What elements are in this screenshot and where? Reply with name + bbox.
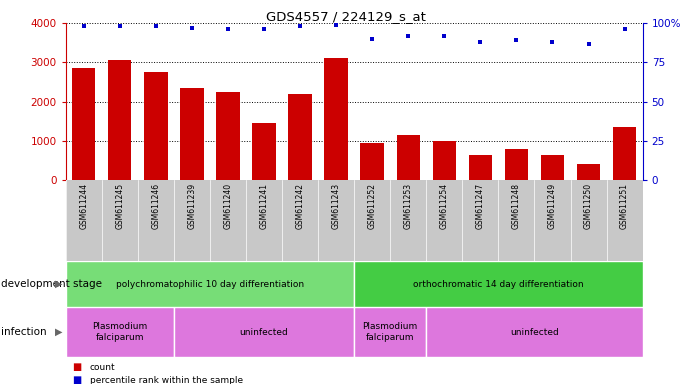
Point [294,23,305,29]
Bar [180,88,204,180]
Text: GSM611254: GSM611254 [439,183,448,229]
Point [547,39,558,45]
Text: count: count [90,363,115,372]
Text: Plasmodium
falciparum: Plasmodium falciparum [363,323,418,342]
Text: ■: ■ [73,362,82,372]
Text: GSM611239: GSM611239 [187,183,196,229]
Text: orthochromatic 14 day differentiation: orthochromatic 14 day differentiation [413,280,584,289]
Text: GSM611240: GSM611240 [223,183,232,229]
Text: ▶: ▶ [55,327,62,337]
Text: ■: ■ [73,375,82,384]
Bar [72,68,95,180]
Text: development stage: development stage [1,279,102,289]
Bar [397,135,420,180]
Text: infection: infection [1,327,47,337]
Bar [144,72,167,180]
Point [114,23,125,29]
Text: percentile rank within the sample: percentile rank within the sample [90,376,243,384]
Point [187,25,198,31]
Bar [541,155,564,180]
Text: GSM611248: GSM611248 [512,183,521,229]
Point [223,26,234,32]
Text: GSM611249: GSM611249 [548,183,557,229]
Text: GSM611245: GSM611245 [115,183,124,229]
Text: GSM611241: GSM611241 [260,183,269,229]
Bar [354,307,426,357]
Point [439,33,450,39]
Bar [324,58,348,180]
Point [78,23,89,29]
Text: Plasmodium
falciparum: Plasmodium falciparum [92,323,147,342]
Bar [361,143,384,180]
Bar [216,92,240,180]
Bar [66,261,354,307]
Point [511,37,522,43]
Text: ▶: ▶ [55,279,62,289]
Bar [504,149,528,180]
Bar [426,307,643,357]
Point [367,36,378,42]
Text: GSM611251: GSM611251 [620,183,629,229]
Bar [577,164,600,180]
Text: GSM611244: GSM611244 [79,183,88,229]
Text: GDS4557 / 224129_s_at: GDS4557 / 224129_s_at [265,10,426,23]
Text: GSM611242: GSM611242 [296,183,305,229]
Bar [613,127,636,180]
Point [258,26,269,32]
Bar [174,307,354,357]
Bar [252,123,276,180]
Point [330,22,341,28]
Bar [288,94,312,180]
Text: GSM611250: GSM611250 [584,183,593,229]
Point [150,23,161,29]
Text: uninfected: uninfected [240,328,288,337]
Bar [108,60,131,180]
Text: GSM611246: GSM611246 [151,183,160,229]
Text: polychromatophilic 10 day differentiation: polychromatophilic 10 day differentiatio… [116,280,304,289]
Bar [433,141,456,180]
Text: GSM611253: GSM611253 [404,183,413,229]
Point [403,33,414,39]
Text: GSM611243: GSM611243 [332,183,341,229]
Text: GSM611252: GSM611252 [368,183,377,229]
Point [475,39,486,45]
Text: GSM611247: GSM611247 [476,183,485,229]
Bar [66,307,174,357]
Point [619,26,630,32]
Point [583,40,594,46]
Bar [354,261,643,307]
Bar [468,155,492,180]
Text: uninfected: uninfected [510,328,559,337]
